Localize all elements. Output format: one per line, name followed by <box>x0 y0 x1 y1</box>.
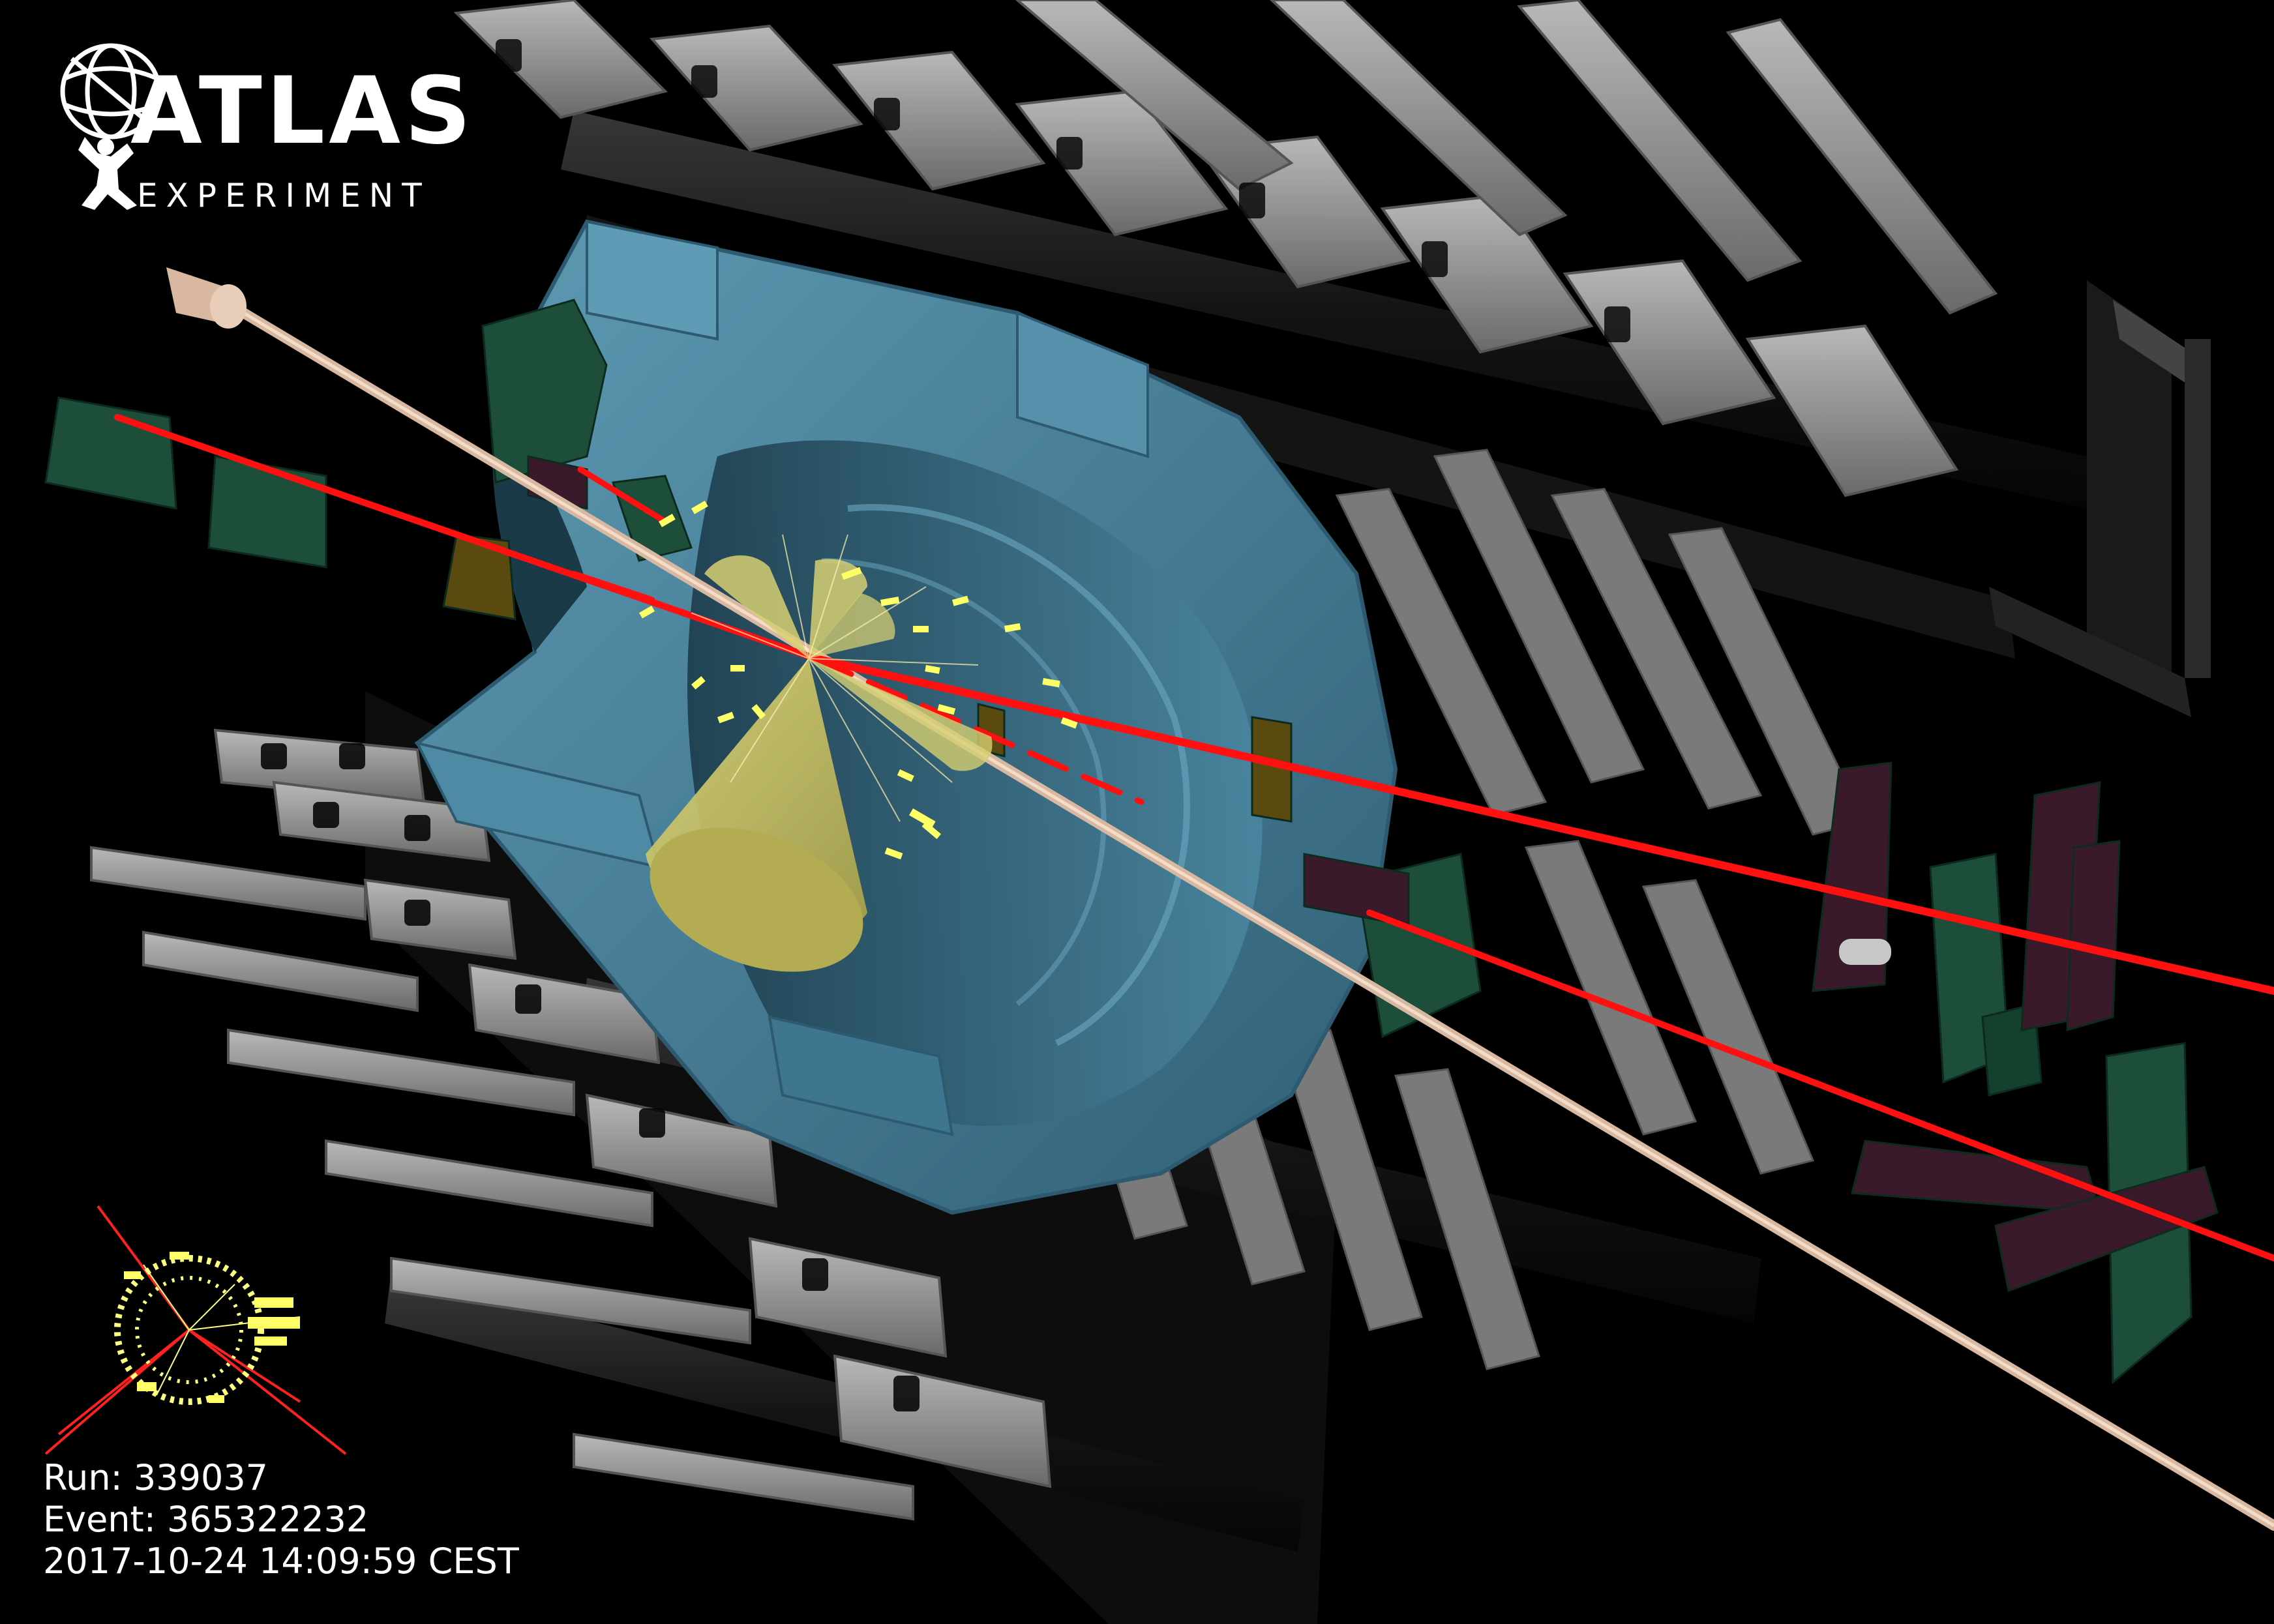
event-info: Run: 339037 Event: 365322232 2017-10-24 … <box>43 1457 519 1582</box>
atlas-globe-icon <box>60 43 162 210</box>
jet-cones <box>646 555 993 972</box>
logo-title: ATLAS <box>130 57 475 165</box>
logo-subtitle: EXPERIMENT <box>137 177 430 214</box>
beam-pipe <box>166 267 2274 1531</box>
event-timestamp: 2017-10-24 14:09:59 CEST <box>43 1541 519 1582</box>
run-number: Run: 339037 <box>43 1457 269 1498</box>
inner-tracks <box>691 534 979 822</box>
muon-chambers <box>44 299 2219 1385</box>
muon-tracks <box>114 414 2274 1262</box>
upper-support-structure <box>453 0 2211 836</box>
atlas-logo <box>46 39 463 222</box>
event-number: Event: 365322232 <box>43 1499 369 1540</box>
transverse-view-inset <box>44 1205 347 1455</box>
energy-deposits <box>638 501 1078 860</box>
